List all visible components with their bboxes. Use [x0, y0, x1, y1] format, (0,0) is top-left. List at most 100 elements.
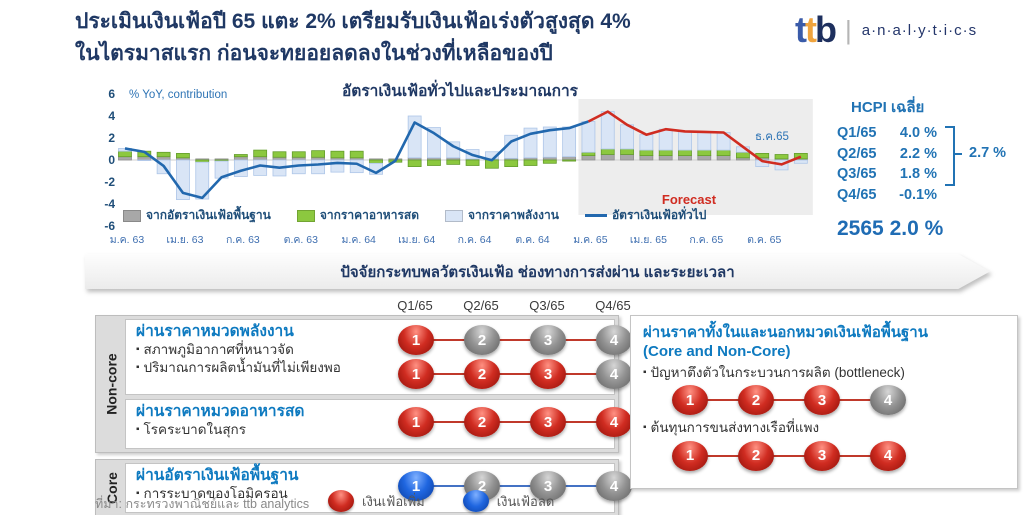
quarter-marker-3: 3 [530, 471, 566, 501]
quarter-marker-3: 3 [804, 385, 840, 416]
quarter-marker-1: 1 [672, 385, 708, 416]
bar-segment [311, 159, 326, 175]
y-axis-caption: % YoY, contribution [129, 89, 227, 101]
section-heading: ผ่านอัตราเงินเฟ้อพื้นฐาน [136, 467, 299, 484]
quarter-marker-1: 1 [398, 325, 434, 355]
blue-sphere-icon [462, 490, 489, 512]
bar-segment [272, 151, 287, 158]
bullet-omicron: ▪ การระบาดของโอมิครอน [136, 486, 288, 502]
bar-segment [156, 156, 171, 161]
section-energy-prices: ผ่านราคาหมวดพลังงาน ▪ สภาพภูมิอากาศที่หนา… [125, 319, 632, 395]
hcpi-panel: HCPI เฉลี่ย Q1/65 4.0 % Q2/65 2.2 % Q3/65 1… [837, 95, 1019, 241]
bar-segment [639, 149, 654, 156]
quarter-header-q1: Q1/65 [397, 298, 433, 313]
bar-segment [253, 149, 268, 158]
timeline-connector [401, 421, 615, 423]
bar-segment [716, 149, 731, 156]
bullet-bottleneck: ▪ ปัญหาตึงตัวในกระบวนการผลิต (bottleneck) [643, 364, 905, 380]
bar-segment [311, 150, 326, 158]
bar-segment [407, 159, 422, 167]
quarter-marker-3: 3 [530, 325, 566, 355]
legend-inflation-up: เงินเฟ้อเพิ่ม [328, 490, 425, 512]
bar-segment [446, 159, 461, 165]
headline-inflation-line [124, 120, 589, 200]
bullet-shipping-costs: ▪ ต้นทุนการขนส่งทางเรือที่แพง [643, 420, 820, 436]
x-tick: ต.ค. 65 [747, 234, 781, 246]
bracket-dash [953, 153, 962, 155]
bar-segment [562, 159, 577, 162]
bar-segment [697, 131, 712, 151]
bar-segment [542, 126, 557, 158]
bar-segment [504, 159, 519, 167]
bar-segment [678, 131, 692, 151]
inflation-chart: อัตราเงินเฟ้อทั่วไปและประมาณการ 6 4 2 0 -2 -4… [95, 82, 825, 254]
legend-item: จากอัตราเงินเฟ้อพื้นฐาน [123, 206, 271, 225]
bar-segment [291, 156, 306, 161]
bar-segment [620, 148, 634, 155]
quarter-marker-1: 1 [398, 359, 434, 389]
banner-text: ปัจจัยกระทบพลวัตรเงินเฟ้อ ช่องทางการส่งผ… [340, 263, 735, 281]
quarter-marker-1: 1 [672, 440, 708, 471]
title-line2: ในไตรมาสแรก ก่อนจะทยอยลดลงในช่วงที่เหลือ… [75, 41, 553, 65]
chart-title: อัตราเงินเฟ้อทั่วไปและประมาณการ [341, 83, 579, 100]
bar-segment [291, 151, 306, 158]
bar-segment [427, 159, 441, 166]
quarter-marker-4: 4 [870, 440, 906, 471]
bar-segment [600, 154, 615, 161]
x-tick: ต.ค. 63 [284, 234, 318, 246]
legend-item: อัตราเงินเฟ้อทั่วไป [584, 206, 706, 225]
quarter-header-q2: Q2/65 [463, 298, 499, 313]
quarter-marker-3: 3 [804, 440, 840, 471]
timeline-connector [675, 454, 889, 457]
group-core: Core ผ่านอัตราเงินเฟ้อพื้นฐาน ▪ การระบาดข… [95, 459, 632, 515]
logo-divider: | [845, 14, 852, 45]
forecast-inflation-line [587, 110, 802, 166]
bar-segment [600, 148, 615, 155]
bar-segment [697, 155, 712, 161]
bar-segment [253, 156, 268, 161]
page-title: ประเมินเงินเฟ้อปี 65 แตะ 2% เตรียมรับเงิ… [75, 6, 775, 69]
hcpi-row-q3: Q3/65 1.8 % [837, 166, 937, 183]
bar-segment [233, 156, 248, 161]
x-tick: ก.ค. 65 [689, 234, 723, 246]
bar-segment [581, 121, 596, 153]
transmission-groups: Non-core ผ่านราคาหมวดพลังงาน ▪ สภาพภูมิอา… [95, 315, 632, 515]
x-tick: ก.ค. 63 [226, 234, 260, 246]
right-box-heading-line1: ผ่านราคาทั้งในและนอกหมวดเงินเฟ้อพื้นฐาน [643, 324, 928, 341]
legend-item: จากราคาพลังงาน [445, 206, 559, 225]
hcpi-q1q3-average: 2.7 % [969, 145, 1007, 161]
y-tick: 0 [108, 153, 115, 167]
group-label-non-core: Non-core [104, 353, 121, 415]
bar-segment [272, 156, 287, 161]
ttb-analytics-logo: ttb | a·n·a·l·y·t·i·c·s [795, 12, 977, 48]
transmission-banner: ปัจจัยกระทบพลวัตรเงินเฟ้อ ช่องทางการส่งผ… [85, 254, 990, 289]
legend-swatch-icon [584, 214, 607, 217]
legend-swatch-icon [296, 209, 315, 222]
quarter-marker-3: 3 [530, 407, 566, 437]
legend-inflation-down: เงินเฟ้อลด [462, 490, 554, 512]
y-tick: 6 [108, 87, 115, 101]
quarter-headers: Q1/65 Q2/65 Q3/65 Q4/65 [382, 298, 646, 313]
bar-segment [311, 156, 326, 161]
x-tick: เม.ย. 64 [398, 234, 435, 246]
hcpi-row-q4: Q4/65 -0.1% [837, 186, 937, 203]
quarter-marker-1: 1 [398, 407, 434, 437]
bullet-swine-disease: ▪ โรคระบาดในสุกร [136, 422, 246, 438]
quarter-marker-4: 4 [870, 385, 906, 416]
analytics-wordmark: a·n·a·l·y·t·i·c·s [861, 21, 978, 39]
y-tick: -6 [104, 219, 115, 233]
legend-swatch-icon [445, 209, 464, 222]
bar-segment [697, 149, 712, 156]
bar-segment [736, 151, 750, 159]
bar-segment [620, 154, 634, 161]
quarter-marker-4: 4 [596, 325, 632, 355]
bar-segment [542, 159, 557, 164]
marker-legend: เงินเฟ้อเพิ่ม เงินเฟ้อลด [328, 490, 554, 512]
bar-segment [330, 150, 345, 159]
bar-segment [137, 159, 152, 161]
quarter-marker-4: 4 [596, 359, 632, 389]
y-tick: -4 [104, 197, 115, 211]
